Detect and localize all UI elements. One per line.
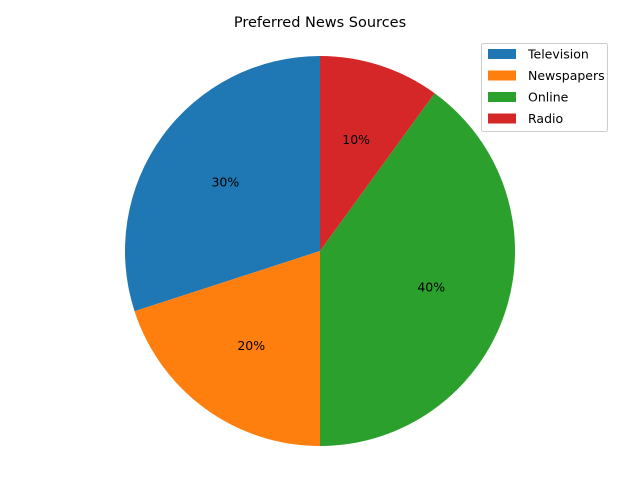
pie-slice-radio bbox=[320, 56, 435, 251]
legend-label-television: Television bbox=[527, 47, 589, 62]
legend-swatch-online bbox=[488, 92, 516, 102]
pie-slice-label-online: 40% bbox=[417, 280, 445, 295]
pie-slice-label-television: 30% bbox=[211, 175, 239, 190]
legend-label-online: Online bbox=[528, 90, 569, 105]
pie-slice-label-radio: 10% bbox=[342, 132, 370, 147]
legend: Television Newspapers Online Radio bbox=[481, 43, 608, 132]
legend-swatch-newspapers bbox=[488, 70, 516, 81]
pie-slice-label-newspapers: 20% bbox=[237, 338, 265, 353]
legend-swatch-television bbox=[488, 49, 516, 59]
legend-swatch-radio bbox=[488, 113, 516, 124]
pie-slice-online bbox=[320, 93, 516, 447]
legend-frame bbox=[481, 43, 608, 132]
legend-label-radio: Radio bbox=[528, 111, 563, 126]
pie-slice-labels: 30% 20% 40% 10% bbox=[211, 132, 445, 353]
legend-label-newspapers: Newspapers bbox=[528, 68, 605, 83]
pie-slice-newspapers bbox=[134, 251, 320, 447]
pie-slices bbox=[124, 56, 516, 447]
pie-slice-television bbox=[124, 56, 321, 312]
chart-title: Preferred News Sources bbox=[234, 15, 406, 31]
